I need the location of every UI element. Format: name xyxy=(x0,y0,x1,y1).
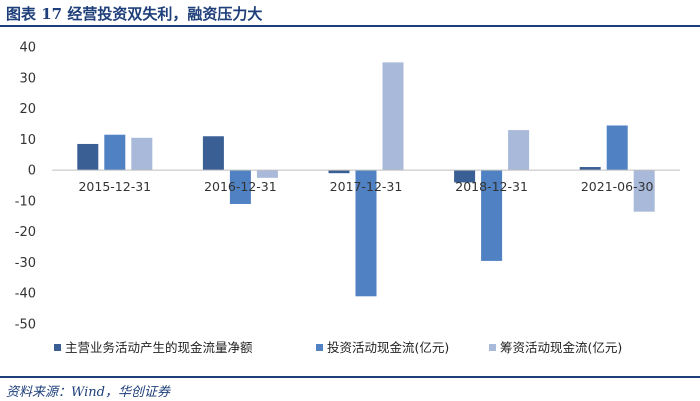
bar xyxy=(328,170,350,174)
figure-header: 图表 17 经营投资双失利，融资压力大 xyxy=(0,0,700,26)
legend-label: 投资活动现金流(亿元) xyxy=(327,340,449,355)
y-tick-label: 0 xyxy=(28,164,36,179)
legend-swatch xyxy=(489,344,496,351)
bar xyxy=(256,170,278,178)
bar xyxy=(77,143,99,171)
x-tick-label: 2017-12-31 xyxy=(330,179,403,194)
bar xyxy=(104,134,126,171)
bar xyxy=(202,136,224,171)
legend-swatch xyxy=(316,344,323,351)
bar xyxy=(131,137,153,171)
y-tick-label: 30 xyxy=(19,71,36,86)
legend-label: 筹资活动现金流(亿元) xyxy=(500,340,622,355)
bar xyxy=(508,130,530,171)
x-tick-label: 2021-06-30 xyxy=(581,179,654,194)
bar xyxy=(229,170,251,204)
bar xyxy=(355,170,377,297)
y-tick-label: -50 xyxy=(15,318,36,333)
legend-swatch xyxy=(54,344,61,351)
legend-label: 主营业务活动产生的现金流量净额 xyxy=(65,340,253,355)
x-tick-label: 2018-12-31 xyxy=(455,179,528,194)
x-tick-label: 2015-12-31 xyxy=(78,179,151,194)
bar xyxy=(382,62,404,171)
y-tick-label: -30 xyxy=(15,256,36,271)
bar xyxy=(633,170,655,212)
y-tick-label: -20 xyxy=(15,225,36,240)
bar xyxy=(606,125,628,171)
x-tick-label: 2016-12-31 xyxy=(204,179,277,194)
title-rule xyxy=(0,25,700,27)
figure-title: 图表 17 经营投资双失利，融资压力大 xyxy=(6,5,263,23)
y-tick-label: 20 xyxy=(19,102,36,117)
source-note: 资料来源：Wind，华创证券 xyxy=(6,385,170,400)
y-tick-label: -10 xyxy=(15,194,36,209)
bar xyxy=(481,170,503,261)
y-tick-label: 10 xyxy=(19,133,36,148)
bar xyxy=(579,167,601,171)
source-rule xyxy=(0,376,700,378)
y-tick-label: 40 xyxy=(19,41,36,56)
bar xyxy=(454,170,476,183)
cash-flow-bar-chart: -50 -40 -30 -20 -10 0 10 20 30 40 2015-12-31 2016-1… xyxy=(15,41,680,355)
y-tick-label: -40 xyxy=(15,287,36,302)
